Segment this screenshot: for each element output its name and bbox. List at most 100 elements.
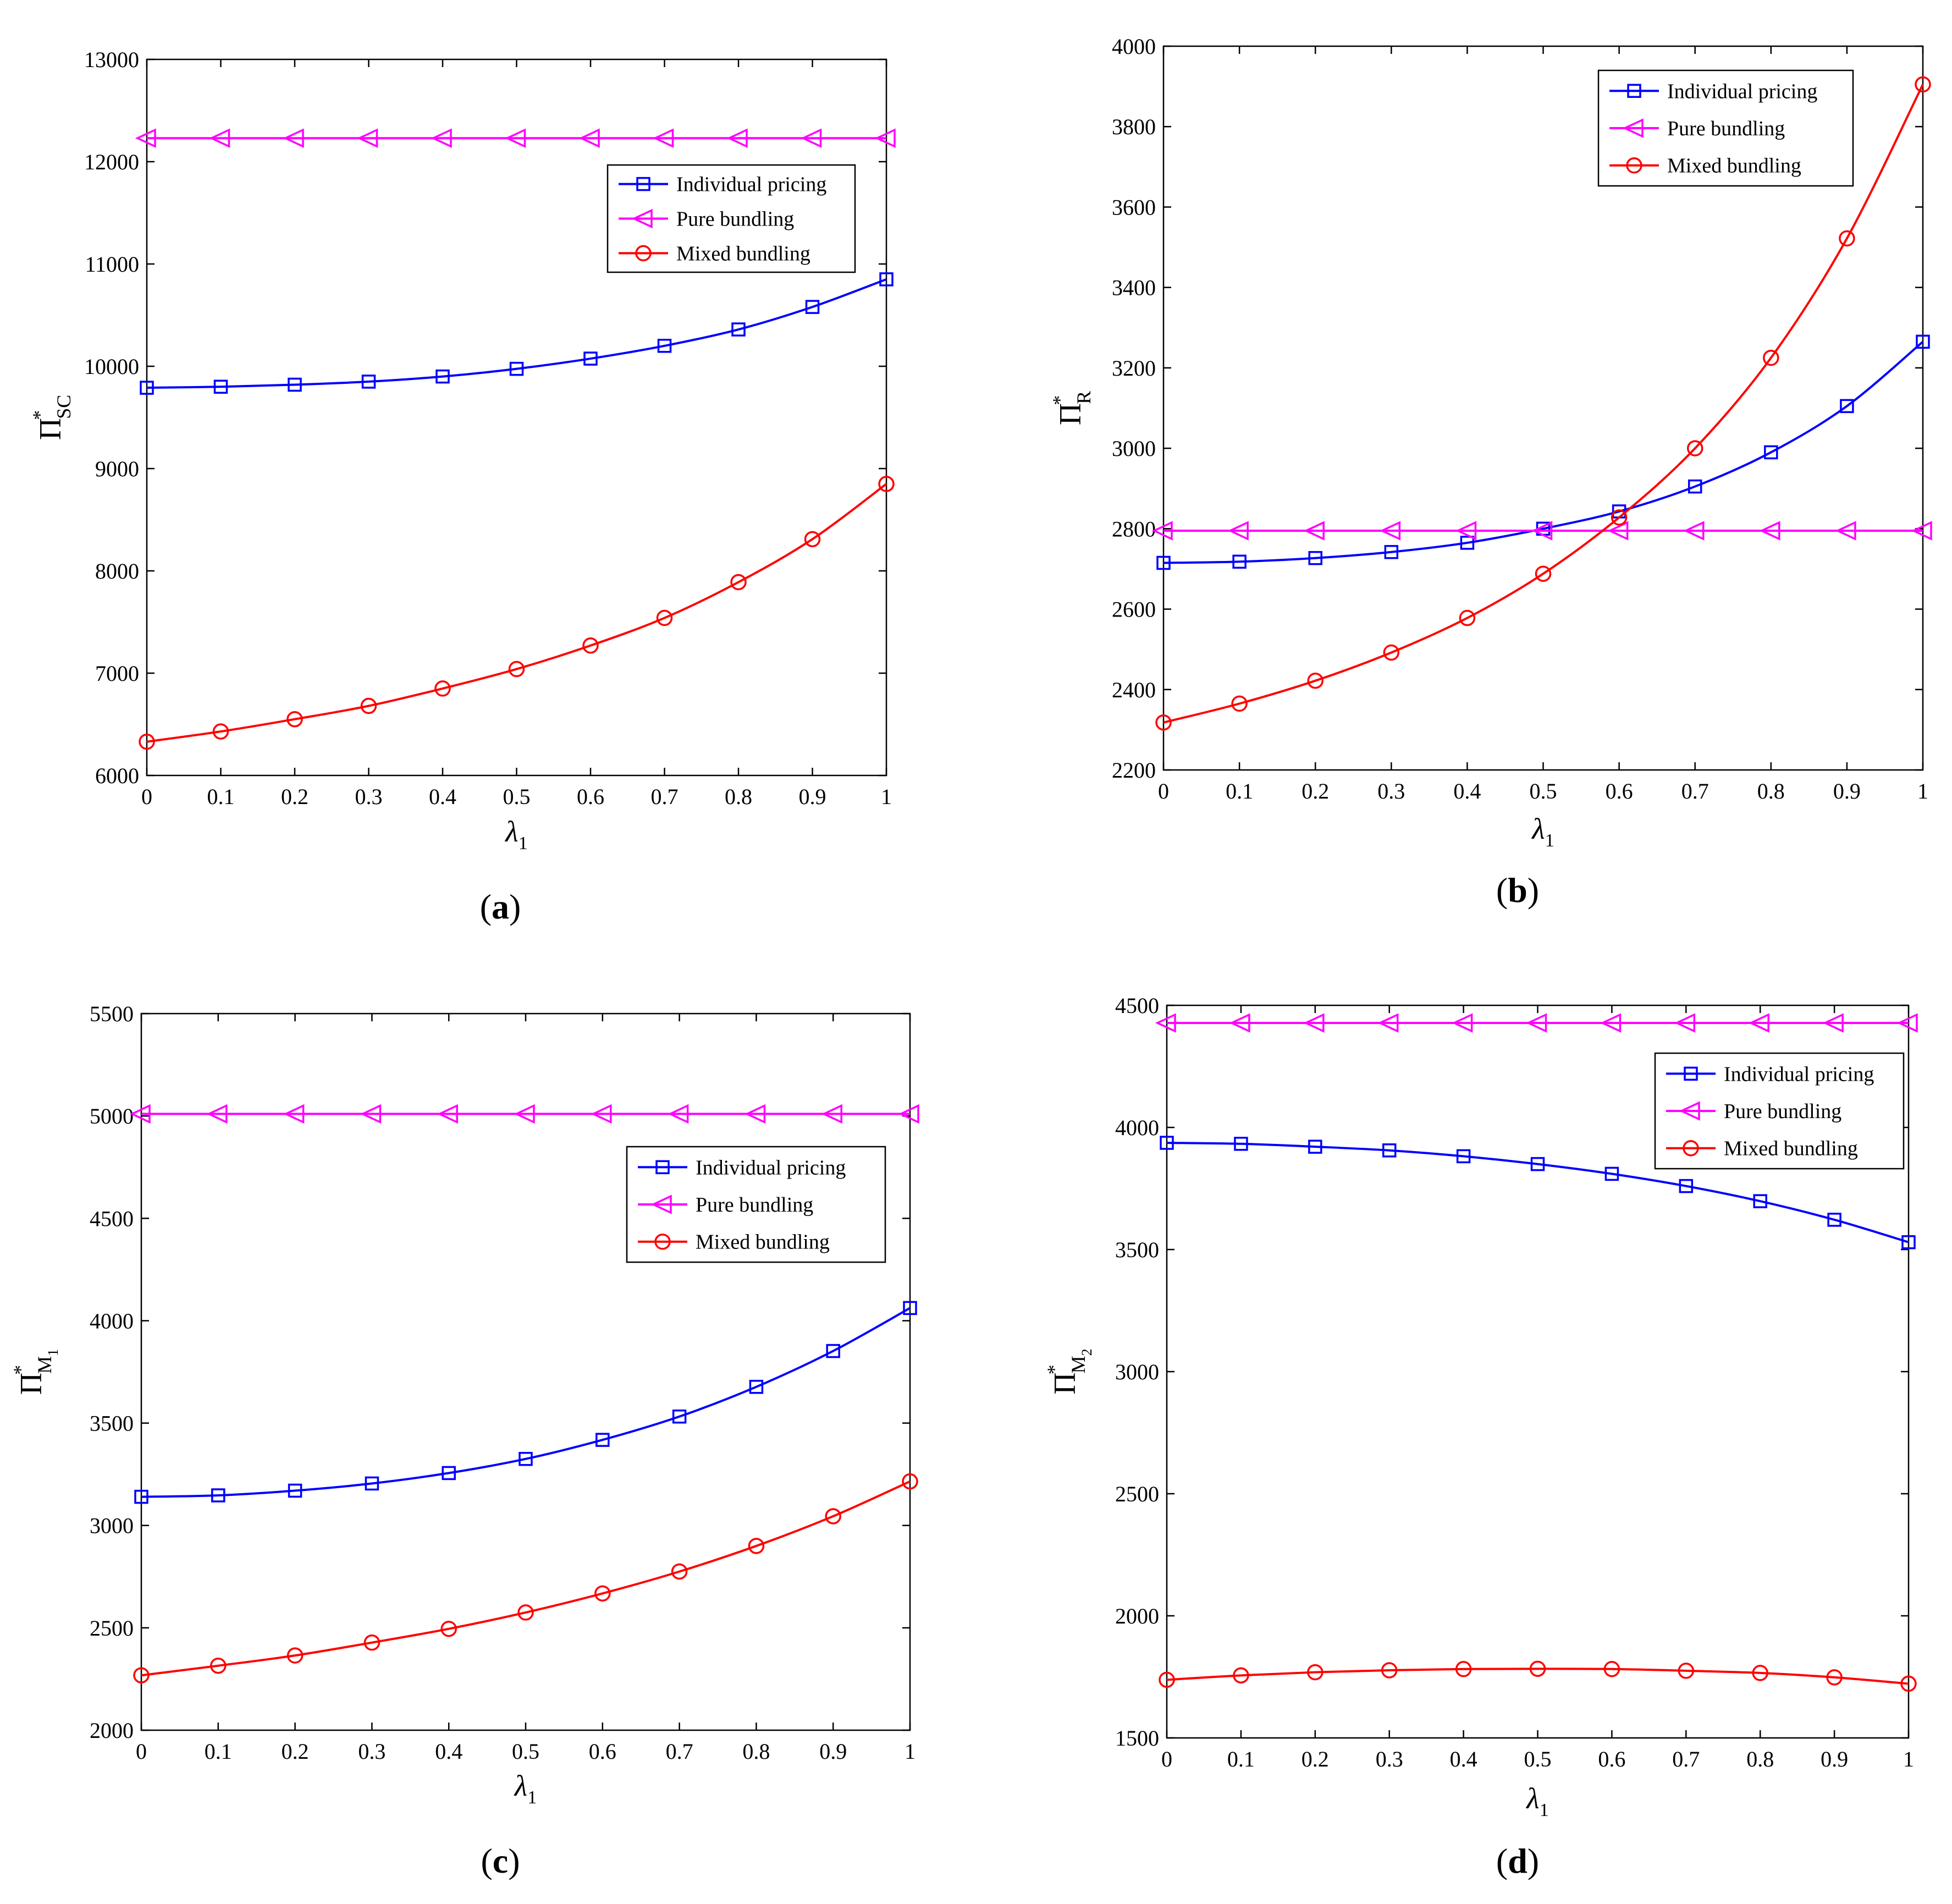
data-point (1384, 544, 1399, 559)
data-point (1526, 1013, 1547, 1033)
data-point (437, 1104, 458, 1124)
data-point (283, 1104, 305, 1124)
legend-entry: Mixed bundling (696, 1231, 830, 1254)
data-point (286, 1647, 304, 1664)
x-axis-label: λ1 (1525, 1782, 1548, 1820)
data-point (1452, 1013, 1473, 1033)
data-point (1674, 1013, 1696, 1033)
series-line (1163, 84, 1924, 724)
data-point (508, 661, 525, 678)
data-point (1231, 695, 1248, 712)
legend-entry: Individual pricing (1724, 1063, 1874, 1086)
data-point (288, 1483, 302, 1498)
x-axis-label: λ1 (1531, 812, 1554, 851)
data-point (668, 1104, 689, 1124)
legend-entry: Pure bundling (1724, 1100, 1841, 1123)
data-point (1911, 521, 1932, 541)
legend-entry: Mixed bundling (1667, 155, 1801, 178)
data-point (1155, 1013, 1176, 1033)
legend-swatch-marker (1684, 1066, 1698, 1081)
data-point (582, 637, 599, 654)
data-point (1377, 1013, 1399, 1033)
data-point (1915, 76, 1931, 93)
y-axis-label: Π* M2 (1043, 1349, 1095, 1394)
data-point (801, 128, 822, 148)
data-point (206, 1104, 228, 1124)
data-point (286, 711, 303, 728)
data-point (1382, 1143, 1397, 1158)
x-tick-label: 1 (1917, 779, 1928, 804)
y-tick-label: 5000 (90, 1104, 134, 1129)
x-tick-label: 0.6 (1606, 779, 1633, 804)
x-tick-label: 0.2 (281, 784, 308, 809)
data-point (749, 1379, 764, 1394)
y-tick-label: 12000 (84, 150, 139, 174)
legend-swatch-marker (1627, 84, 1641, 98)
x-tick-label: 0.9 (1821, 1747, 1848, 1771)
data-point (442, 1466, 456, 1481)
series-line (141, 1480, 911, 1677)
plot-area (140, 1012, 911, 1731)
legend: Individual pricing Pure bundling Mixed bun… (626, 1146, 886, 1263)
legend-entry: Pure bundling (696, 1193, 813, 1217)
data-point (129, 1104, 151, 1124)
y-tick-label: 8000 (95, 559, 139, 584)
x-tick-label: 0.9 (819, 1739, 847, 1764)
legend-swatch-marker (1683, 1140, 1699, 1157)
x-tick-label: 0.7 (1672, 1747, 1700, 1771)
data-point (1749, 1013, 1769, 1033)
data-point (821, 1104, 842, 1124)
data-point (594, 1585, 611, 1602)
x-tick-label: 0.1 (1227, 1747, 1255, 1771)
data-point (1307, 1664, 1324, 1681)
legend-swatch-marker (650, 1195, 672, 1214)
data-point (440, 1620, 457, 1637)
data-point (212, 723, 229, 740)
data-point (365, 1476, 379, 1491)
y-tick-label: 13000 (84, 47, 139, 72)
x-tick-label: 0.4 (429, 784, 456, 809)
data-point (210, 1657, 227, 1674)
data-point (583, 351, 598, 366)
legend-entry: Mixed bundling (676, 242, 810, 265)
data-point (1600, 1013, 1622, 1033)
data-point (509, 361, 524, 376)
panel-caption: (c) (481, 1841, 520, 1880)
data-point (1679, 1179, 1694, 1193)
legend-entry: Individual pricing (1667, 80, 1817, 103)
data-point (1753, 1194, 1767, 1208)
data-point (731, 322, 746, 337)
data-point (826, 1344, 840, 1358)
x-axis-label: λ1 (504, 815, 527, 854)
data-point (748, 1538, 765, 1554)
series-mixed-bundling (1155, 76, 1931, 731)
data-point (1763, 349, 1779, 366)
data-point (517, 1604, 534, 1621)
data-point (656, 609, 673, 626)
data-point (360, 697, 377, 714)
series-mixed-bundling (133, 1473, 918, 1683)
x-tick-label: 0.7 (666, 1739, 693, 1764)
data-point (1304, 521, 1325, 541)
data-point (213, 379, 228, 394)
legend-swatch-marker (1622, 118, 1644, 138)
y-tick-label: 4500 (90, 1206, 134, 1231)
data-point (1159, 1671, 1175, 1688)
data-point (1535, 565, 1552, 582)
legend-swatch-marker (1626, 157, 1642, 174)
data-point (1155, 714, 1172, 731)
series-individual-pricing (140, 272, 894, 395)
data-point (1530, 1157, 1545, 1171)
series-line (146, 483, 887, 743)
x-tick-label: 0.3 (1376, 1747, 1403, 1771)
data-point (653, 128, 674, 148)
data-point (1827, 1213, 1841, 1227)
series-line (141, 1307, 911, 1498)
y-tick-label: 3000 (1115, 1360, 1159, 1384)
data-point (578, 128, 600, 148)
y-tick-label: 11000 (85, 252, 139, 277)
legend-swatch-marker (655, 1160, 670, 1175)
legend: Individual pricing Pure bundling Mixed bun… (1654, 1052, 1905, 1170)
x-tick-label: 0.8 (1757, 779, 1785, 804)
x-tick-label: 0.1 (1226, 779, 1253, 804)
